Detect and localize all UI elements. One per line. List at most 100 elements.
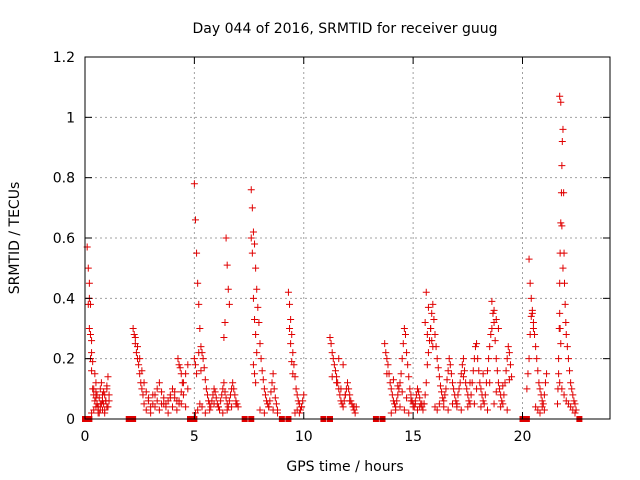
data-point	[533, 355, 541, 363]
data-point	[132, 349, 140, 357]
data-point	[269, 370, 277, 378]
data-point	[434, 364, 442, 372]
data-point	[389, 376, 397, 384]
data-point	[248, 204, 256, 212]
data-point	[191, 216, 199, 224]
data-point	[247, 234, 255, 242]
data-point	[555, 355, 563, 363]
data-point	[223, 406, 231, 414]
data-point	[484, 406, 491, 414]
data-point	[446, 361, 454, 369]
data-point	[138, 385, 146, 393]
data-point	[337, 385, 345, 393]
data-point	[559, 125, 567, 133]
data-point	[252, 331, 260, 339]
data-point	[560, 391, 568, 399]
data-point	[223, 261, 231, 269]
data-point	[558, 222, 566, 230]
data-point	[492, 388, 500, 396]
data-point	[527, 312, 535, 320]
data-point	[421, 318, 429, 326]
data-point	[100, 388, 108, 396]
data-point	[190, 355, 198, 363]
data-point	[160, 394, 168, 402]
data-point	[569, 391, 577, 399]
data-point	[288, 358, 296, 366]
data-point	[286, 325, 294, 332]
data-point	[249, 228, 257, 236]
data-point	[259, 376, 267, 384]
data-point	[91, 370, 99, 378]
data-point	[534, 367, 542, 375]
data-point	[299, 397, 307, 405]
data-point	[538, 397, 546, 405]
data-point	[135, 361, 143, 369]
data-point	[270, 385, 278, 393]
data-point	[416, 394, 424, 402]
data-point	[387, 385, 395, 393]
data-point	[488, 325, 496, 332]
data-point	[293, 391, 301, 399]
data-point	[562, 318, 570, 326]
data-point	[211, 388, 219, 396]
data-point	[556, 325, 564, 332]
data-point	[212, 394, 220, 402]
data-point	[153, 385, 161, 393]
chart-title: Day 044 of 2016, SRMTID for receiver guu…	[193, 21, 498, 37]
data-point	[561, 300, 569, 308]
data-point	[470, 400, 478, 408]
data-point	[254, 303, 262, 311]
data-point	[142, 388, 150, 396]
data-point	[249, 361, 257, 369]
data-point	[147, 409, 155, 417]
data-point	[454, 391, 462, 399]
data-point	[444, 367, 452, 375]
data-point	[260, 409, 268, 417]
data-point	[225, 300, 233, 308]
data-point	[104, 373, 112, 381]
data-point	[539, 400, 547, 408]
data-point	[525, 355, 533, 363]
data-point	[536, 385, 544, 393]
data-point	[92, 379, 100, 387]
data-point	[86, 331, 94, 339]
data-point	[216, 406, 224, 414]
data-point	[563, 343, 571, 351]
data-point	[90, 385, 98, 393]
data-point	[557, 219, 565, 227]
data-point	[326, 334, 334, 342]
data-point	[433, 406, 441, 414]
data-point	[176, 364, 184, 372]
data-point	[272, 400, 280, 408]
data-point	[471, 343, 479, 351]
data-point	[173, 406, 181, 414]
data-point	[193, 370, 201, 378]
data-point	[200, 364, 208, 372]
data-point	[328, 373, 336, 381]
data-point	[140, 400, 148, 408]
data-point	[557, 98, 565, 106]
data-point	[479, 370, 487, 378]
data-point	[271, 394, 279, 402]
data-point	[224, 285, 232, 293]
data-point	[351, 409, 359, 417]
data-point	[429, 343, 437, 351]
data-point	[540, 391, 548, 399]
x-tick-label: 5	[190, 429, 199, 445]
data-point	[435, 373, 443, 381]
data-point	[286, 300, 294, 308]
data-point	[232, 400, 240, 408]
data-point	[493, 367, 501, 375]
data-point	[502, 367, 510, 375]
data-point	[554, 400, 561, 408]
data-point	[424, 349, 432, 357]
data-point	[555, 370, 563, 378]
data-point	[196, 325, 204, 332]
x-tick-label: 15	[404, 429, 422, 445]
data-point	[182, 403, 190, 411]
y-axis-label: SRMTID / TECUs	[7, 182, 23, 295]
data-point	[457, 406, 465, 414]
data-point	[85, 325, 93, 332]
data-point	[491, 337, 499, 345]
